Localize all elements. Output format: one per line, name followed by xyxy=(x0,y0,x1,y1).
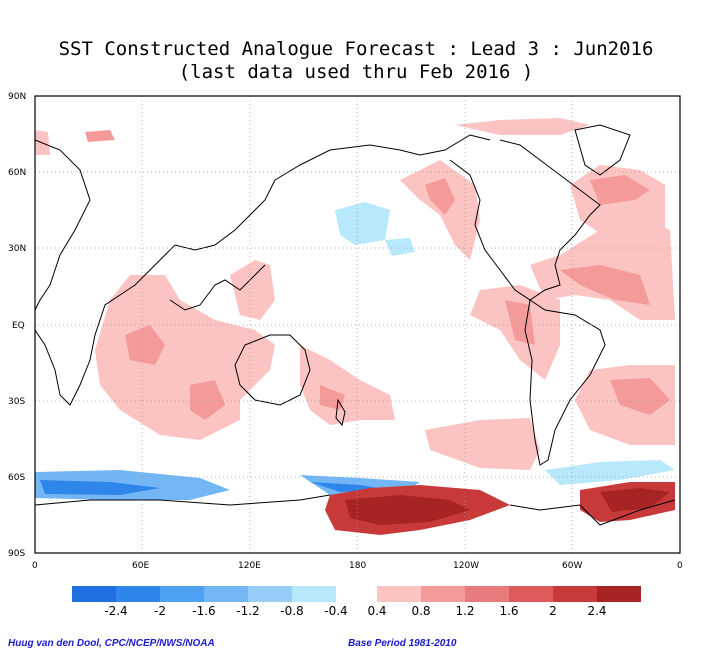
anomaly-arctic-warm-patch xyxy=(85,130,115,142)
anomaly-east-pacific-warm-core xyxy=(505,300,535,345)
anomaly-north-pacific-cool-2 xyxy=(385,238,415,256)
lon-label: 180 xyxy=(349,561,366,571)
colorbar-positive-label: 1.2 xyxy=(455,604,474,618)
colorbar-positive-swatch xyxy=(465,586,509,602)
lat-label: 90N xyxy=(8,92,26,102)
colorbar-negative-swatch xyxy=(72,586,116,602)
lat-label: 60N xyxy=(8,168,26,178)
colorbar: -2.4 -2 -1.6 -1.2 -0.8 -0.4 0.4 0.8 1.2 1.6 2 2.4 xyxy=(72,586,641,618)
anomaly-south-pacific-warm xyxy=(300,345,395,425)
colorbar-negative-swatch xyxy=(292,586,336,602)
anomaly-west-pacific-warm xyxy=(230,260,275,320)
colorbar-negative-label: -2.4 xyxy=(104,604,127,618)
lon-label: 0 xyxy=(32,561,38,571)
colorbar-negative-label: -0.8 xyxy=(280,604,303,618)
coastline-new-zealand xyxy=(335,398,346,427)
colorbar-positive-swatch xyxy=(553,586,597,602)
colorbar-negative-swatch xyxy=(204,586,248,602)
anomaly-south-pacific-warm-core xyxy=(320,385,345,410)
anomaly-indian-ocean-warm-core xyxy=(125,325,165,365)
lat-label: 90S xyxy=(8,549,25,559)
lat-axis: 90N 60N 30N EQ 30S 60S 90S xyxy=(8,92,26,559)
colorbar-negative-label: -2 xyxy=(154,604,166,618)
lon-label: 0 xyxy=(677,561,683,571)
lat-label: 30S xyxy=(8,397,25,407)
map-title-line1: SST Constructed Analogue Forecast : Lead… xyxy=(58,38,654,60)
lat-label: 30N xyxy=(8,244,26,254)
colorbar-negative-label: -1.2 xyxy=(236,604,259,618)
coastline-africa-europe xyxy=(34,139,276,406)
colorbar-negative-swatch xyxy=(160,586,204,602)
lon-axis: 0 60E 120E 180 120W 60W 0 xyxy=(32,561,683,571)
colorbar-positive-label: 2 xyxy=(549,604,557,618)
anomaly-arctic-warm-east xyxy=(455,118,590,135)
coastline-south-america xyxy=(524,299,606,466)
colorbar-positive-swatch xyxy=(377,586,421,602)
map-title: SST Constructed Analogue Forecast : Lead… xyxy=(0,38,712,84)
colorbar-negative-swatch xyxy=(116,586,160,602)
anomaly-southeast-pacific-warm xyxy=(425,418,540,470)
colorbar-positive-label: 0.8 xyxy=(411,604,430,618)
anomaly-south-atlantic-warm-core xyxy=(610,378,670,415)
anomaly-north-pacific-warm-core xyxy=(425,178,455,215)
lat-label: EQ xyxy=(12,321,25,331)
colorbar-positive-swatch xyxy=(509,586,553,602)
anomaly-subpolar-atlantic-warm-core xyxy=(590,175,650,205)
coastline-greenland xyxy=(574,124,631,176)
colorbar-positive-label: 0.4 xyxy=(367,604,386,618)
colorbar-negative-label: -0.4 xyxy=(324,604,347,618)
coastline-north-america xyxy=(449,139,601,301)
colorbar-positive-label: 2.4 xyxy=(587,604,606,618)
colorbar-positive-swatch xyxy=(597,586,641,602)
credit-base-period: Base Period 1981-2010 xyxy=(348,638,457,649)
anomaly-indian-ocean-warm xyxy=(95,275,275,440)
lon-label: 60W xyxy=(562,561,582,571)
lon-label: 120E xyxy=(238,561,261,571)
coastline-antarctica xyxy=(34,494,676,526)
anomaly-ross-sea-warm-core xyxy=(345,495,470,525)
anomaly-southern-ocean-cool-west-core xyxy=(40,480,160,495)
anomaly-south-indian-warm-core xyxy=(190,380,225,420)
anomaly-fields xyxy=(35,118,675,535)
colorbar-positive-label: 1.6 xyxy=(499,604,518,618)
lon-label: 120W xyxy=(453,561,479,571)
anomaly-north-pacific-cool xyxy=(335,202,390,245)
colorbar-positive-swatch xyxy=(421,586,465,602)
anomaly-southern-ocean-cool-east xyxy=(545,460,675,485)
colorbar-negative-label: -1.6 xyxy=(192,604,215,618)
lat-label: 60S xyxy=(8,473,25,483)
lon-label: 60E xyxy=(132,561,149,571)
anomaly-north-atlantic-warm-core xyxy=(560,265,650,305)
coastlines xyxy=(34,124,676,526)
credit-author: Huug van den Dool, CPC/NCEP/NWS/NOAA xyxy=(8,638,215,649)
map-title-line2: (last data used thru Feb 2016 ) xyxy=(178,61,534,83)
colorbar-negative-swatch xyxy=(248,586,292,602)
map-frame xyxy=(34,95,681,554)
map-grid xyxy=(35,96,680,553)
coastline-asia xyxy=(169,134,491,311)
coastline-australia xyxy=(234,334,311,406)
